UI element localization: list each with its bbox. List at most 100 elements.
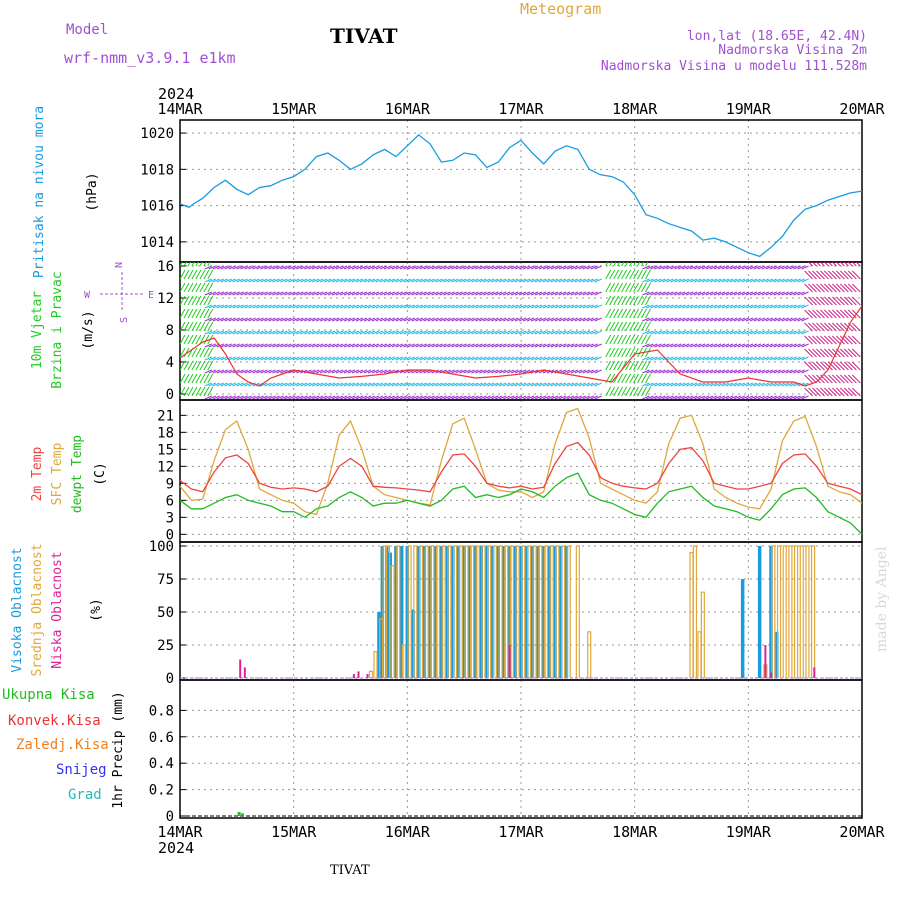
wind-barb [518,369,527,374]
wind-barb [534,265,543,270]
wind-barb [733,330,742,335]
wind-barb [280,265,288,270]
cloud-mid-bar [447,545,452,678]
wind-barb [487,265,495,270]
wind-barb [391,278,399,283]
wind-barb [816,283,825,293]
wind-barb [789,356,797,361]
wind-barb [276,304,284,309]
wind-barb [831,262,837,267]
wind-barb [613,269,620,280]
wind-barb [324,317,332,322]
cloud-mid-bar [452,545,458,678]
wind-barb [713,356,722,361]
wind-barb [514,343,523,348]
wind-barb [339,317,348,322]
wind-barb [240,317,248,322]
wind-barb [538,278,547,283]
wind-barb [578,382,586,387]
wind-barb [570,343,578,348]
cloud-mid-bar [782,545,787,678]
wind-barb [407,291,415,296]
wind-barb [280,330,288,335]
wind-barb [586,356,594,361]
wind-barb [609,386,616,397]
wind-barb [195,334,202,345]
wind-barb [836,387,845,397]
wind-barb [232,382,240,387]
wind-barb [479,304,487,309]
wind-barb [256,304,264,309]
lonlat-label: lon,lat (18.65E, 42.4N) [687,29,867,44]
wind-barb [801,369,809,374]
wind-barb [411,278,419,283]
wind-barb [625,262,629,267]
wind-barb [765,291,773,296]
wind-barb [574,369,582,374]
wind-barb [761,382,769,387]
wind-barb [808,296,817,306]
wind-barb [621,295,628,306]
wind-barb [824,335,833,345]
wind-barb [847,374,857,384]
wind-barb [621,269,628,280]
wind-barb [191,386,198,397]
wind-barb [769,369,777,374]
wind-barb [824,283,833,293]
wind-barb [847,335,857,345]
wind-barb [753,395,761,400]
wind-barb [721,265,730,270]
wind-barb [753,343,761,348]
wind-barb [216,317,224,322]
wind-barb [455,304,463,309]
wind-barb [451,330,459,335]
wind-barb [475,369,483,374]
wind-barb [351,291,360,296]
wind-barb [578,369,586,374]
wind-barb [721,317,730,322]
wind-barb [207,360,214,371]
wind-barb [757,369,765,374]
wind-barb [256,343,264,348]
wind-barb [423,278,431,283]
wind-barb [212,304,220,309]
wind-barb [228,265,236,270]
wind-barb [605,282,612,293]
wind-barb [534,395,543,400]
wind-barb [479,369,487,374]
wind-barb [820,309,829,319]
wind-barb [343,395,352,400]
wind-barb [617,295,624,306]
cloud-high-bar [428,546,432,678]
wind-barb [522,304,531,309]
wind-barb [491,291,499,296]
wind-barb [686,343,694,348]
wind-barb [785,330,793,335]
wind-barb [204,291,212,296]
wind-barb [304,265,312,270]
cloud-high-bar [380,546,385,678]
wind-barb [316,369,324,374]
wind-barb [721,278,730,283]
wind-barb [435,343,443,348]
wind-barb [363,382,372,387]
wind-barb [447,356,455,361]
wind-barb [733,265,742,270]
wind-barb [824,374,833,384]
wind-barb [534,291,543,296]
y-tick-label: 0 [166,527,174,543]
cloud-mid-bar [700,591,705,678]
wind-barb [431,317,439,322]
wind-barb [769,304,777,309]
x-tick-label-top: 14MAR [157,100,203,118]
wind-barb [570,317,578,322]
cloud-mid-bar [566,545,571,678]
wind-barb [187,269,194,280]
cloud-high-bar [769,546,773,678]
wind-barb [777,304,785,309]
wind-barb [785,278,793,283]
wind-barb [646,395,654,400]
wind-barb [678,278,686,283]
wind-barb [232,278,240,283]
wind-barb [180,360,186,371]
